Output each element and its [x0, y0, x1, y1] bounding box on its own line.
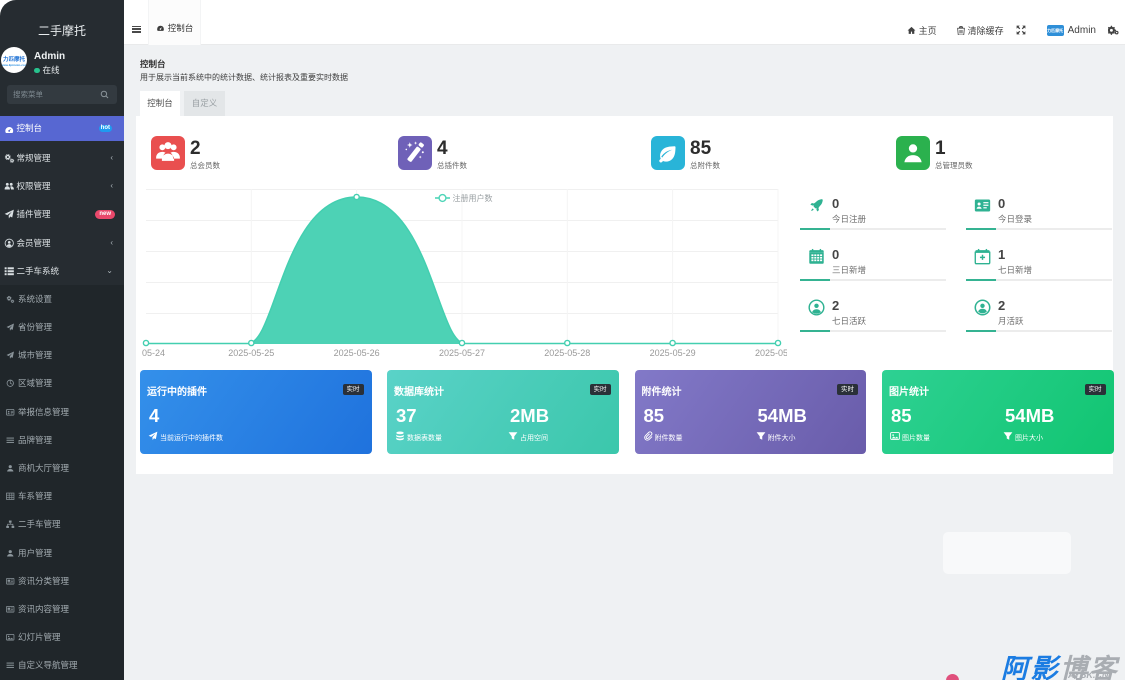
svg-text:2025-05-27: 2025-05-27	[439, 348, 485, 358]
svg-text:05-24: 05-24	[142, 348, 165, 358]
svg-text:注册用户数: 注册用户数	[453, 193, 493, 203]
svg-text:2025-05-25: 2025-05-25	[228, 348, 274, 358]
svg-text:2025-05-29: 2025-05-29	[650, 348, 696, 358]
svg-text:2025-05-26: 2025-05-26	[334, 348, 380, 358]
svg-text:2025-05-28: 2025-05-28	[544, 348, 590, 358]
svg-text:2025-05-30: 2025-05-30	[755, 348, 787, 358]
